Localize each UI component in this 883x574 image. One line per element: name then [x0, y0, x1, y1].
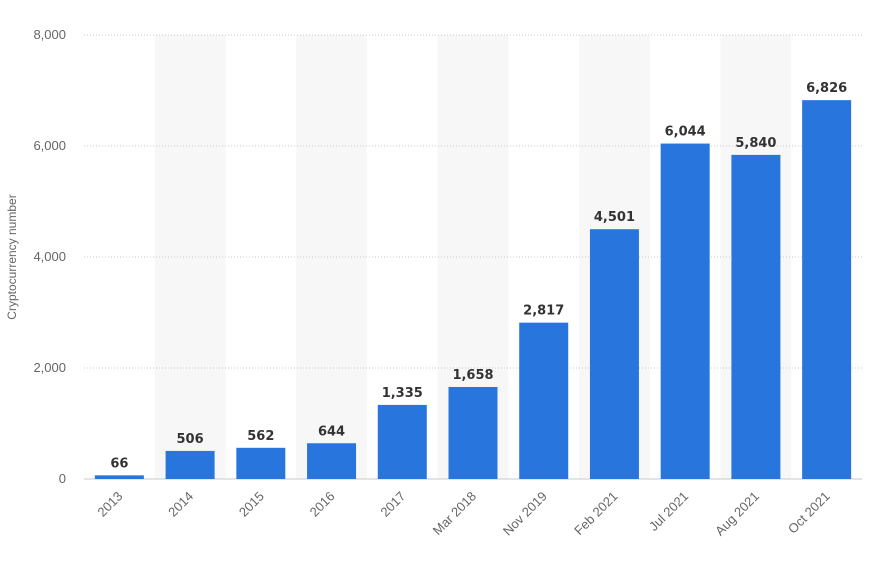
bar — [236, 447, 286, 479]
y-tick-label: 2,000 — [33, 360, 66, 375]
data-label: 644 — [318, 424, 345, 439]
data-label: 6,826 — [806, 81, 847, 96]
data-label: 1,658 — [452, 368, 493, 383]
x-category-label: Nov 2019 — [500, 489, 550, 539]
x-category-label: 2017 — [377, 489, 408, 520]
y-tick-label: 4,000 — [33, 249, 66, 264]
x-category-label: 2014 — [165, 489, 196, 520]
x-category-label: Aug 2021 — [712, 489, 762, 539]
bar — [94, 475, 144, 479]
bar — [802, 100, 852, 480]
y-axis-tick-labels: 0 2,000 4,000 6,000 8,000 — [33, 27, 66, 486]
x-axis-category-labels: 2013 2014 2015 2016 2017 Mar 2018 Nov 2019 Feb … — [94, 489, 832, 539]
bar — [307, 443, 357, 479]
background-band — [296, 35, 367, 479]
bar — [377, 404, 427, 479]
bar — [731, 154, 781, 479]
x-category-label: 2016 — [307, 489, 338, 520]
x-category-label: 2013 — [94, 489, 125, 520]
data-labels: 66 506 562 644 1,335 1,658 2,817 4,501 6,044 5,84… — [110, 81, 847, 471]
data-label: 6,044 — [665, 125, 706, 140]
bar — [589, 229, 639, 479]
x-category-label: Mar 2018 — [430, 489, 479, 538]
data-label: 2,817 — [523, 304, 564, 319]
data-label: 4,501 — [594, 210, 635, 225]
x-category-label: Jul 2021 — [646, 489, 691, 534]
data-label: 1,335 — [382, 386, 423, 401]
bar — [448, 386, 498, 479]
x-category-label: Feb 2021 — [571, 489, 620, 538]
y-axis-title: Cryptocurrency number — [5, 194, 19, 319]
bar — [165, 450, 215, 479]
data-label: 66 — [110, 456, 128, 471]
bar — [660, 143, 710, 480]
y-tick-label: 0 — [59, 471, 66, 486]
x-category-label: Oct 2021 — [785, 489, 833, 537]
bars — [94, 100, 852, 480]
data-label: 5,840 — [735, 136, 776, 151]
data-label: 562 — [247, 429, 274, 444]
y-tick-label: 8,000 — [33, 27, 66, 42]
data-label: 506 — [177, 432, 204, 447]
bar — [519, 322, 569, 479]
y-tick-label: 6,000 — [33, 138, 66, 153]
x-category-label: 2015 — [236, 489, 267, 520]
